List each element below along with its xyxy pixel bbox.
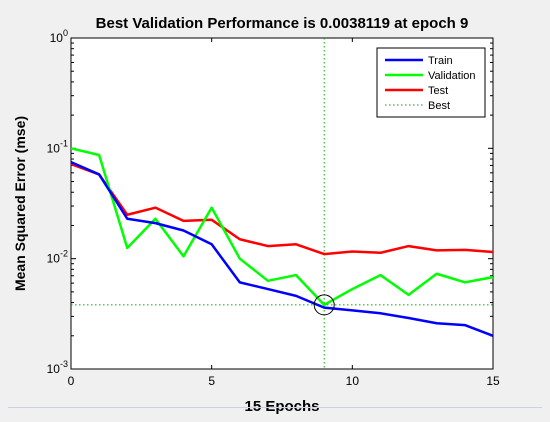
chart-title: Best Validation Performance is 0.0038119…	[96, 15, 469, 32]
best-marker-lines	[71, 38, 493, 369]
y-axis-label: Mean Squared Error (mse)	[12, 116, 28, 291]
y-tick-exponent: -2	[60, 249, 68, 259]
x-tick-labels: 0 5 10 15	[68, 374, 500, 388]
y-tick-base: 10	[50, 31, 64, 45]
legend: Train Validation Test Best	[376, 47, 486, 118]
x-tick-label: 15	[486, 374, 500, 388]
y-tick-exponent: -3	[60, 359, 68, 369]
x-tick-label: 0	[68, 374, 75, 388]
x-tick-label: 5	[208, 374, 215, 388]
y-tick-label: 10-3	[47, 359, 68, 376]
series-lines	[70, 147, 494, 337]
y-tick-base: 10	[47, 141, 61, 155]
x-tick-label: 10	[346, 374, 360, 388]
y-tick-exponent: -1	[60, 138, 68, 148]
series-line-train	[70, 160, 494, 337]
y-tick-base: 10	[47, 362, 61, 376]
y-tick-label: 10-2	[47, 249, 68, 266]
best-point-circle	[313, 294, 335, 316]
y-tick-base: 10	[47, 252, 61, 266]
y-tick-label: 100	[50, 28, 68, 45]
legend-label-best: Best	[428, 100, 450, 112]
axis-ticks	[70, 37, 494, 370]
window-bottom-rule	[8, 407, 542, 408]
series-line-validation	[70, 147, 494, 307]
x-axis-label: 15 Epochs	[244, 398, 319, 415]
y-tick-label: 10-1	[47, 138, 68, 155]
legend-label-validation: Validation	[428, 70, 476, 82]
legend-label-test: Test	[428, 85, 448, 97]
series-line-test	[70, 162, 494, 256]
legend-label-train: Train	[428, 55, 453, 67]
y-tick-exponent: 0	[63, 28, 68, 38]
